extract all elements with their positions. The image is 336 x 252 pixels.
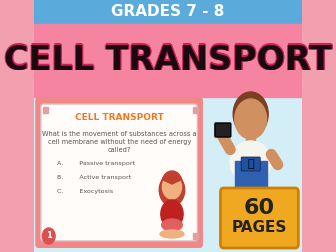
FancyBboxPatch shape (41, 104, 198, 241)
Bar (194, 107, 198, 113)
Ellipse shape (230, 141, 271, 183)
Ellipse shape (161, 200, 183, 228)
Text: CELL TRANSPORT: CELL TRANSPORT (5, 44, 333, 77)
Bar (35, 0, 301, 24)
Circle shape (233, 92, 268, 136)
FancyBboxPatch shape (220, 188, 298, 248)
FancyBboxPatch shape (35, 97, 203, 248)
Bar (235, 161, 266, 197)
Circle shape (162, 175, 181, 199)
Text: CELL TRANSPORT: CELL TRANSPORT (3, 44, 331, 77)
Text: called?: called? (108, 147, 131, 153)
Circle shape (159, 174, 185, 206)
Text: CELL TRANSPORT: CELL TRANSPORT (4, 43, 332, 76)
Ellipse shape (162, 219, 182, 231)
Text: B.        Active transport: B. Active transport (57, 175, 131, 180)
Bar (253, 194, 264, 212)
Text: 🚗: 🚗 (247, 159, 254, 169)
Text: CELL TRANSPORT: CELL TRANSPORT (4, 45, 332, 78)
Text: CELL TRANSPORT: CELL TRANSPORT (4, 44, 332, 77)
Text: GRADES 7 - 8: GRADES 7 - 8 (111, 5, 225, 19)
Ellipse shape (160, 230, 184, 238)
FancyBboxPatch shape (241, 157, 260, 171)
Text: CELL TRANSPORT: CELL TRANSPORT (4, 43, 332, 76)
Text: 60: 60 (244, 198, 275, 218)
Bar (236, 194, 247, 212)
Circle shape (235, 99, 266, 139)
Text: CELL TRANSPORT: CELL TRANSPORT (75, 113, 164, 122)
Bar (35, 96, 301, 252)
Text: CELL TRANSPORT: CELL TRANSPORT (4, 43, 332, 76)
Bar (246, 128, 255, 142)
Bar (194, 233, 198, 239)
Bar (43, 107, 48, 113)
Text: A.        Passive transport: A. Passive transport (57, 162, 135, 167)
FancyBboxPatch shape (215, 123, 231, 137)
Circle shape (42, 228, 55, 244)
Bar (43, 233, 48, 239)
Text: CELL TRANSPORT: CELL TRANSPORT (4, 44, 332, 77)
Wedge shape (162, 171, 182, 184)
Text: CELL TRANSPORT: CELL TRANSPORT (4, 44, 332, 77)
Text: What is the movement of substances across a: What is the movement of substances acros… (42, 131, 197, 137)
Text: cell membrane without the need of energy: cell membrane without the need of energy (48, 139, 191, 145)
FancyArrowPatch shape (271, 154, 278, 165)
Text: 1: 1 (46, 232, 52, 240)
Text: C.        Exocytosis: C. Exocytosis (57, 190, 113, 195)
Text: PAGES: PAGES (232, 220, 287, 236)
Bar (35, 24, 301, 97)
FancyArrowPatch shape (223, 136, 230, 150)
